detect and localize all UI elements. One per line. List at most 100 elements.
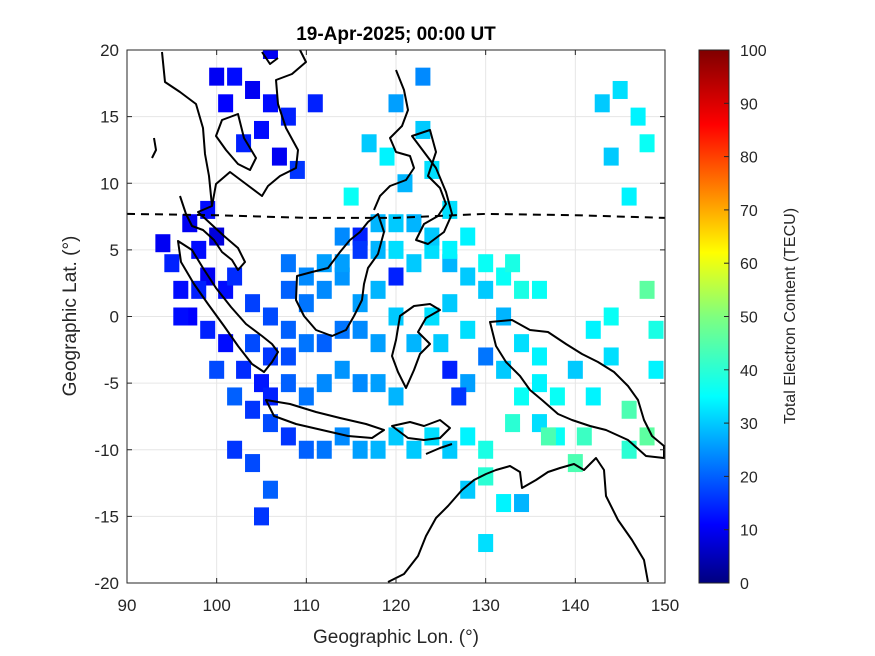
tec-pixel xyxy=(334,427,350,446)
tec-pixel xyxy=(298,267,314,286)
tec-pixel xyxy=(352,440,368,459)
y-axis-ticks: 20 15 10 5 0 -5 -10 -15 -20 xyxy=(94,41,665,593)
coast-mindanao xyxy=(411,129,453,245)
tec-pixel xyxy=(334,227,350,246)
tec-pixel xyxy=(478,347,494,366)
tec-pixel xyxy=(478,440,494,459)
tec-pixel xyxy=(603,307,619,326)
y-tick-label: 10 xyxy=(100,174,119,193)
tec-pixel xyxy=(388,267,404,286)
x-tick-label: 100 xyxy=(202,596,230,615)
coast-andaman xyxy=(151,137,157,159)
coast-new-guinea xyxy=(489,319,665,459)
tec-pixel xyxy=(549,387,565,406)
tec-pixel xyxy=(352,320,368,339)
colorbar-tick-label: 100 xyxy=(740,43,767,60)
tec-pixel xyxy=(352,240,368,259)
tec-pixel xyxy=(334,320,350,339)
tec-pixel xyxy=(298,440,314,459)
tec-pixel xyxy=(585,320,601,339)
tec-pixel xyxy=(531,374,547,393)
tec-pixel xyxy=(280,374,296,393)
tec-pixel xyxy=(531,280,547,299)
y-tick-label: -5 xyxy=(104,374,119,393)
tec-pixel xyxy=(155,234,171,253)
tec-pixel xyxy=(639,134,655,153)
tec-pixel xyxy=(460,480,476,499)
colorbar-tick-label: 10 xyxy=(740,523,758,540)
coast-gulf xyxy=(215,113,257,171)
tec-pixel xyxy=(262,50,278,59)
tec-pixel xyxy=(603,347,619,366)
x-axis-ticks: 90 100 110 120 130 140 150 xyxy=(118,50,679,615)
coast-australia xyxy=(387,457,649,583)
tec-pixel xyxy=(451,387,467,406)
tec-pixel xyxy=(307,94,323,113)
tec-pixel xyxy=(227,387,243,406)
tec-pixel xyxy=(496,307,512,326)
tec-pixel xyxy=(370,374,386,393)
coast-north xyxy=(261,51,279,65)
colorbar-tick-label: 90 xyxy=(740,96,758,113)
tec-pixel xyxy=(316,374,332,393)
tec-pixel xyxy=(218,334,234,353)
tec-pixel xyxy=(262,347,278,366)
tec-pixel xyxy=(612,80,628,99)
tec-pixel xyxy=(262,307,278,326)
tec-pixel xyxy=(316,280,332,299)
coast-malay-peninsula xyxy=(161,51,246,271)
tec-pixel xyxy=(334,360,350,379)
colorbar-tick-label: 30 xyxy=(740,416,758,433)
tec-pixel xyxy=(442,240,458,259)
tec-pixel xyxy=(388,240,404,259)
y-tick-label: 15 xyxy=(100,108,119,127)
tec-pixel xyxy=(370,440,386,459)
colorbar-tick-label: 50 xyxy=(740,310,758,327)
tec-pixel xyxy=(585,387,601,406)
tec-pixel xyxy=(478,534,494,553)
tec-pixel xyxy=(370,240,386,259)
tec-pixel xyxy=(262,94,278,113)
x-tick-label: 130 xyxy=(471,596,499,615)
tec-pixel xyxy=(648,360,664,379)
tec-pixel xyxy=(460,320,476,339)
tec-pixel xyxy=(370,334,386,353)
tec-pixel xyxy=(433,334,449,353)
tec-pixel xyxy=(478,254,494,273)
tec-pixel xyxy=(173,307,189,326)
coast-sumatra xyxy=(177,240,279,373)
tec-pixel xyxy=(621,187,637,206)
tec-pixel xyxy=(406,254,422,273)
colorbar-tick-label: 80 xyxy=(740,150,758,167)
tec-pixel xyxy=(236,134,252,153)
tec-pixel xyxy=(505,414,521,433)
coast-luzon xyxy=(373,69,415,211)
coast-sunda xyxy=(391,419,451,441)
tec-pixel xyxy=(388,94,404,113)
tec-pixel xyxy=(298,334,314,353)
coast-indochina xyxy=(211,50,307,207)
tec-pixel xyxy=(505,254,521,273)
tec-pixel xyxy=(289,160,305,179)
tec-pixel xyxy=(227,67,243,86)
colorbar-tick-label: 60 xyxy=(740,256,758,273)
tec-pixel xyxy=(254,120,269,139)
tec-pixel xyxy=(200,320,216,339)
colorbar-label: Total Electron Content (TECU) xyxy=(782,208,799,424)
y-tick-label: 20 xyxy=(100,41,119,60)
tec-pixel xyxy=(540,427,556,446)
tec-pixel xyxy=(254,507,269,526)
tec-pixel xyxy=(406,334,422,353)
coastlines xyxy=(151,50,665,583)
x-axis-label: Geographic Lon. (°) xyxy=(313,627,479,648)
tec-pixel xyxy=(424,427,440,446)
tec-pixel xyxy=(245,400,261,419)
tec-pixel xyxy=(639,280,655,299)
tec-pixel xyxy=(370,280,386,299)
x-tick-label: 110 xyxy=(293,596,320,615)
tec-pixel xyxy=(271,147,287,166)
y-tick-label: 0 xyxy=(110,308,119,327)
tec-pixel xyxy=(262,480,278,499)
y-axis-label: Geographic Lat. (°) xyxy=(60,236,81,397)
tec-pixel xyxy=(334,254,350,273)
